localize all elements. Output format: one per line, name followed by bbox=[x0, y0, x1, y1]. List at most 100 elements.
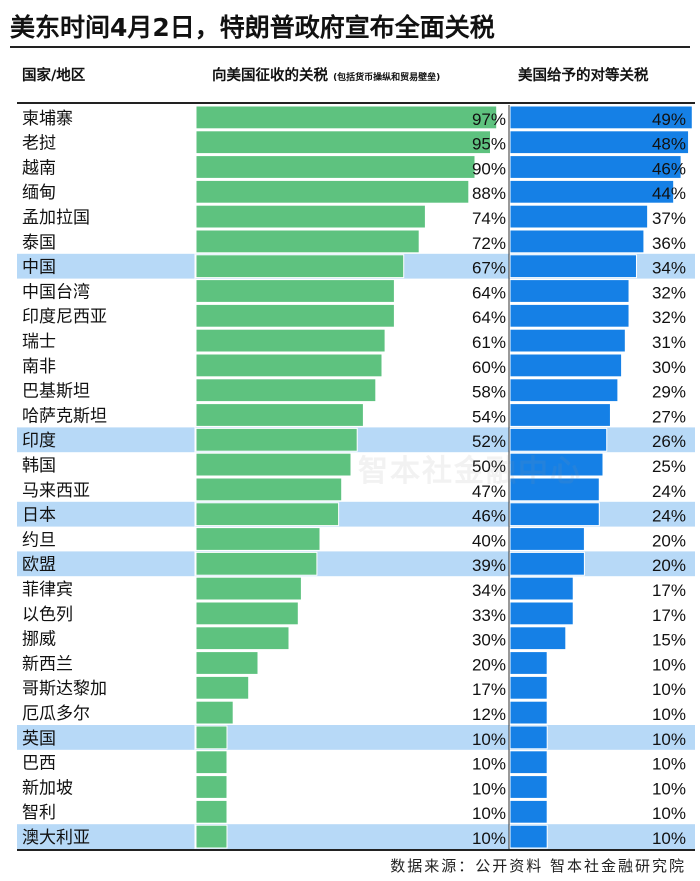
imposed-tariff-bar bbox=[195, 502, 340, 527]
imposed-value-label: 50% bbox=[472, 457, 506, 476]
imposed-tariff-bar bbox=[195, 700, 234, 725]
imposed-value-label: 30% bbox=[472, 631, 506, 650]
country-label: 欧盟 bbox=[22, 555, 56, 575]
reciprocal-value-label: 10% bbox=[652, 755, 686, 774]
imposed-value-label: 72% bbox=[472, 234, 506, 253]
imposed-value-label: 54% bbox=[472, 407, 506, 426]
country-label: 哥斯达黎加 bbox=[22, 679, 107, 699]
imposed-tariff-bar bbox=[195, 725, 228, 750]
country-label: 智利 bbox=[22, 803, 56, 823]
imposed-column-header: 向美国征收的关税 (包括货币操纵和贸易壁垒) bbox=[212, 64, 440, 85]
reciprocal-value-label: 10% bbox=[652, 829, 686, 848]
imposed-tariff-bar bbox=[195, 551, 318, 576]
reciprocal-tariff-bar bbox=[509, 502, 600, 527]
reciprocal-tariff-bar bbox=[509, 229, 645, 254]
country-label: 挪威 bbox=[22, 630, 56, 650]
country-label: 中国台湾 bbox=[22, 282, 90, 302]
country-label: 南非 bbox=[22, 357, 56, 377]
imposed-tariff-bar bbox=[195, 576, 302, 601]
imposed-tariff-bar bbox=[195, 527, 321, 551]
reciprocal-value-label: 15% bbox=[652, 631, 686, 650]
imposed-value-label: 74% bbox=[472, 209, 506, 228]
reciprocal-value-label: 26% bbox=[652, 432, 686, 451]
country-label: 缅甸 bbox=[22, 183, 56, 203]
imposed-tariff-bar bbox=[195, 254, 405, 279]
reciprocal-value-label: 32% bbox=[652, 283, 686, 302]
imposed-tariff-bar bbox=[195, 204, 426, 229]
imposed-value-label: 40% bbox=[472, 531, 506, 550]
imposed-value-label: 34% bbox=[472, 581, 506, 600]
reciprocal-tariff-bar bbox=[509, 328, 626, 353]
imposed-value-label: 88% bbox=[472, 184, 506, 203]
reciprocal-tariff-bar bbox=[509, 130, 690, 155]
reciprocal-value-label: 29% bbox=[652, 383, 686, 402]
imposed-tariff-bar bbox=[195, 303, 395, 328]
imposed-value-label: 33% bbox=[472, 606, 506, 625]
reciprocal-tariff-bar bbox=[509, 601, 574, 626]
imposed-value-label: 47% bbox=[472, 482, 506, 501]
imposed-header-label: 向美国征收的关税 bbox=[212, 68, 328, 84]
reciprocal-value-label: 37% bbox=[652, 209, 686, 228]
country-label: 新西兰 bbox=[22, 654, 73, 674]
reciprocal-tariff-bar bbox=[509, 204, 649, 229]
imposed-value-label: 10% bbox=[472, 755, 506, 774]
reciprocal-tariff-bar bbox=[509, 576, 574, 601]
reciprocal-tariff-bar bbox=[509, 775, 548, 799]
imposed-value-label: 17% bbox=[472, 680, 506, 699]
imposed-tariff-bar bbox=[195, 378, 377, 403]
reciprocal-value-label: 20% bbox=[652, 556, 686, 575]
imposed-value-label: 39% bbox=[472, 556, 506, 575]
imposed-tariff-bar bbox=[195, 130, 491, 155]
reciprocal-tariff-bar bbox=[509, 254, 637, 279]
reciprocal-value-label: 36% bbox=[652, 234, 686, 253]
reciprocal-value-label: 30% bbox=[652, 358, 686, 377]
highlight-row-band bbox=[17, 824, 695, 849]
reciprocal-value-label: 24% bbox=[652, 482, 686, 501]
imposed-tariff-bar bbox=[195, 824, 228, 849]
reciprocal-value-label: 20% bbox=[652, 531, 686, 550]
reciprocal-value-label: 32% bbox=[652, 308, 686, 327]
reciprocal-tariff-bar bbox=[509, 353, 623, 378]
reciprocal-value-label: 48% bbox=[652, 135, 686, 154]
reciprocal-tariff-bar bbox=[509, 651, 548, 675]
reciprocal-tariff-bar bbox=[509, 799, 548, 824]
watermark: 智本社金融中心 bbox=[358, 454, 582, 489]
country-label: 厄瓜多尔 bbox=[22, 704, 90, 724]
country-label: 韩国 bbox=[22, 456, 56, 476]
title-divider bbox=[10, 46, 690, 48]
reciprocal-value-label: 10% bbox=[652, 655, 686, 674]
country-label: 英国 bbox=[22, 729, 56, 749]
country-label: 巴西 bbox=[22, 754, 56, 774]
imposed-tariff-bar bbox=[195, 799, 228, 824]
reciprocal-tariff-bar bbox=[509, 675, 548, 700]
reciprocal-tariff-bar bbox=[509, 427, 608, 452]
highlight-row-band bbox=[17, 725, 695, 750]
chart-title: 美东时间4月2日，特朗普政府宣布全面关税 bbox=[10, 13, 495, 42]
country-label: 印度尼西亚 bbox=[22, 307, 107, 327]
reciprocal-tariff-bar bbox=[509, 179, 675, 204]
reciprocal-tariff-bar bbox=[509, 452, 604, 477]
country-label: 越南 bbox=[22, 158, 56, 178]
reciprocal-value-label: 10% bbox=[652, 730, 686, 749]
imposed-header-note: (包括货币操纵和贸易壁垒) bbox=[333, 73, 441, 83]
reciprocal-tariff-bar bbox=[509, 725, 548, 750]
reciprocal-tariff-bar bbox=[509, 551, 585, 576]
imposed-tariff-bar bbox=[195, 626, 290, 651]
reciprocal-tariff-bar bbox=[509, 700, 548, 725]
country-label: 菲律宾 bbox=[22, 580, 73, 600]
reciprocal-value-label: 10% bbox=[652, 705, 686, 724]
imposed-tariff-bar bbox=[195, 353, 383, 378]
imposed-tariff-bar bbox=[195, 477, 343, 502]
country-label: 日本 bbox=[22, 506, 56, 526]
imposed-value-label: 64% bbox=[472, 308, 506, 327]
reciprocal-value-label: 46% bbox=[652, 159, 686, 178]
imposed-value-label: 10% bbox=[472, 779, 506, 798]
imposed-tariff-bar bbox=[195, 328, 386, 353]
imposed-tariff-bar bbox=[195, 105, 498, 130]
country-label: 柬埔寨 bbox=[22, 109, 73, 129]
reciprocal-value-label: 10% bbox=[652, 804, 686, 823]
reciprocal-tariff-bar bbox=[509, 303, 630, 328]
imposed-tariff-bar bbox=[195, 179, 470, 204]
reciprocal-column-header: 美国给予的对等关税 bbox=[518, 68, 649, 84]
header-divider bbox=[17, 102, 695, 104]
